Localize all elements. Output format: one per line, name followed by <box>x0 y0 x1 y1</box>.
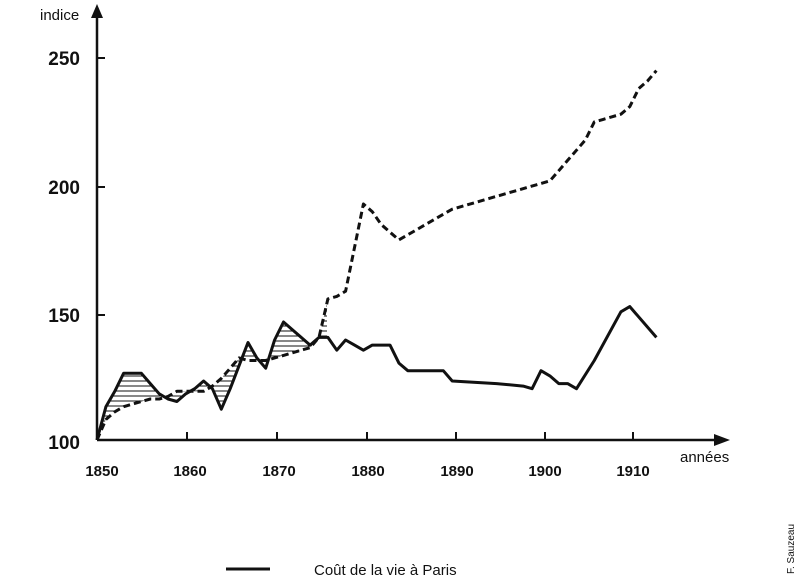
y-tick-label: 250 <box>48 49 80 70</box>
x-tick-label: 1900 <box>528 463 561 480</box>
y-tick-label: 200 <box>48 178 80 199</box>
y-ticks: 250 200 150 100 <box>48 49 105 454</box>
x-axis-arrow-icon <box>714 434 730 446</box>
series-line-solid <box>95 305 658 441</box>
x-tick-label: 1860 <box>173 463 206 480</box>
x-tick-label: 1870 <box>262 463 295 480</box>
x-axis: années <box>97 434 730 466</box>
y-axis-label: indice <box>40 7 79 24</box>
x-tick-label: 1880 <box>351 463 384 480</box>
x-tick-label: 1850 <box>85 463 118 480</box>
y-axis-arrow-icon <box>91 4 103 18</box>
x-tick-label: 1910 <box>616 463 649 480</box>
y-tick-label: 150 <box>48 306 80 327</box>
legend: Coût de la vie à Paris <box>226 562 457 576</box>
hatched-difference-area <box>97 302 327 440</box>
x-tick-label: 1890 <box>440 463 473 480</box>
x-ticks: 1850 1860 1870 1880 1890 1900 1910 <box>85 432 650 480</box>
y-tick-label: 100 <box>48 433 80 454</box>
legend-label: Coût de la vie à Paris <box>314 562 457 576</box>
credit-text: F. Sauzeau <box>786 524 797 574</box>
x-axis-label: années <box>680 449 729 466</box>
y-axis: indice <box>40 4 103 440</box>
series-line-dashed <box>95 69 658 441</box>
